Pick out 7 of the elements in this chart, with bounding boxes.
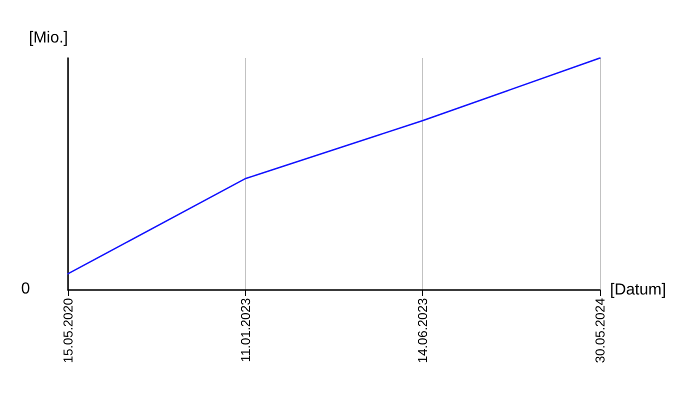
y-axis-title: [Mio.]	[28, 30, 68, 46]
text: 0	[21, 280, 30, 298]
x-axis-title: [Datum]	[610, 282, 666, 298]
x-tick-label: 15.05.2020	[60, 298, 76, 364]
x-tick-label: 30.05.2024	[592, 298, 608, 364]
x-tick-label: 11.01.2023	[238, 298, 253, 362]
x-tick-label: 14.06.2023	[415, 298, 430, 364]
